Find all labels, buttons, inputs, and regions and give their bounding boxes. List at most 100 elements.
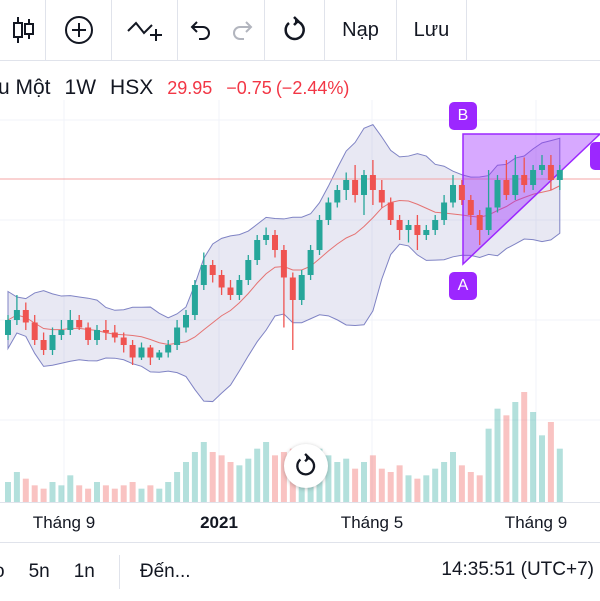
candle	[200, 252, 207, 290]
goto-date-button[interactable]: Đến...	[139, 561, 191, 582]
candle-body	[147, 347, 154, 358]
volume-bar	[174, 472, 181, 502]
volume-bar	[512, 402, 519, 502]
price-chart[interactable]	[0, 100, 600, 502]
symbol-info-bar: u Một 1W HSX 29.95 −0.75 (−2.44%)	[0, 72, 363, 104]
drawing-point-b[interactable]: B	[449, 102, 477, 130]
volume-bar	[450, 452, 456, 502]
candle	[503, 160, 510, 200]
undo-icon[interactable]	[178, 0, 222, 60]
candle-body	[378, 190, 385, 203]
volume-bar	[467, 472, 474, 502]
candle-body	[307, 250, 314, 275]
candle	[476, 210, 483, 245]
candle-body	[191, 285, 198, 315]
reset-icon[interactable]	[265, 0, 325, 60]
clock-label[interactable]: 14:35:51 (UTC+7)	[441, 559, 594, 580]
top-toolbar: Nạp Lưu	[0, 0, 600, 61]
interval-label[interactable]: 1W	[64, 76, 97, 99]
candle	[94, 325, 100, 345]
load-button[interactable]: Nạp	[325, 0, 397, 60]
volume-bar	[218, 455, 225, 502]
candle-body	[441, 202, 448, 220]
undo-redo-group	[178, 0, 265, 60]
candle	[343, 172, 350, 200]
range-1d-button[interactable]: 1n	[73, 561, 95, 582]
volume-bar	[120, 485, 127, 502]
candle-body	[138, 347, 145, 358]
x-tick: Tháng 5	[340, 513, 404, 532]
candle	[58, 320, 65, 340]
candle	[5, 315, 11, 340]
candle	[450, 175, 456, 208]
candle	[325, 197, 332, 225]
candle	[539, 155, 545, 175]
volume-bar	[58, 485, 65, 502]
volume-layer	[5, 392, 563, 502]
candle-body	[325, 202, 332, 220]
candle	[307, 245, 314, 280]
volume-bar	[547, 422, 554, 502]
candle-body	[200, 265, 207, 285]
candle-body	[334, 190, 341, 203]
candle	[352, 165, 359, 203]
candle	[147, 345, 154, 365]
candle-body	[85, 327, 92, 340]
candle	[272, 230, 278, 258]
candles-icon[interactable]	[0, 0, 46, 60]
volume-bar	[76, 485, 83, 502]
candle	[494, 175, 501, 213]
volume-bar	[13, 472, 20, 502]
drawing-point-c[interactable]	[590, 142, 600, 170]
candle-body	[209, 265, 216, 275]
candle	[227, 280, 234, 300]
symbol-name[interactable]: u Một	[0, 76, 51, 99]
volume-bar	[40, 488, 47, 502]
candle-body	[352, 180, 359, 195]
candle	[556, 165, 563, 190]
x-tick: 2021	[200, 513, 238, 532]
volume-bar	[272, 455, 278, 502]
volume-bar	[165, 482, 172, 502]
candle	[245, 255, 252, 285]
volume-bar	[378, 468, 385, 502]
indicator-icon[interactable]	[112, 0, 178, 60]
candle-body	[539, 165, 545, 170]
candle	[467, 195, 474, 225]
candle-body	[494, 180, 501, 208]
save-button[interactable]: Lưu	[397, 0, 467, 60]
candle	[432, 215, 439, 235]
volume-bar	[22, 478, 29, 502]
candle-body	[31, 322, 38, 340]
range-cut[interactable]: o	[0, 561, 5, 583]
candle-body	[530, 170, 537, 185]
volume-bar	[432, 468, 439, 502]
x-tick: Tháng 9	[32, 513, 96, 532]
volume-bar	[263, 442, 270, 502]
candle-body	[316, 220, 323, 250]
divider	[118, 555, 120, 589]
add-circle-icon[interactable]	[46, 0, 112, 60]
candle-body	[512, 175, 519, 195]
volume-bar	[147, 485, 154, 502]
candle-body	[227, 287, 234, 295]
candle-body	[245, 260, 252, 280]
candle-body	[432, 220, 439, 230]
candle-body	[94, 330, 100, 340]
time-axis[interactable]: Tháng 9 2021 Tháng 5 Tháng 9	[0, 502, 600, 543]
candle	[369, 160, 376, 205]
volume-bar	[530, 412, 537, 502]
candle	[254, 235, 261, 265]
candle-body	[218, 275, 225, 288]
volume-bar	[209, 452, 216, 502]
candle-body	[467, 200, 474, 215]
drawing-point-a[interactable]: A	[449, 272, 477, 300]
redo-icon[interactable]	[222, 0, 264, 60]
candle	[13, 295, 20, 325]
volume-bar	[111, 488, 118, 502]
reset-chart-button[interactable]	[284, 444, 328, 488]
range-5d-button[interactable]: 5n	[28, 561, 50, 582]
volume-bar	[361, 462, 367, 502]
candle	[378, 180, 385, 208]
candle	[49, 327, 56, 355]
